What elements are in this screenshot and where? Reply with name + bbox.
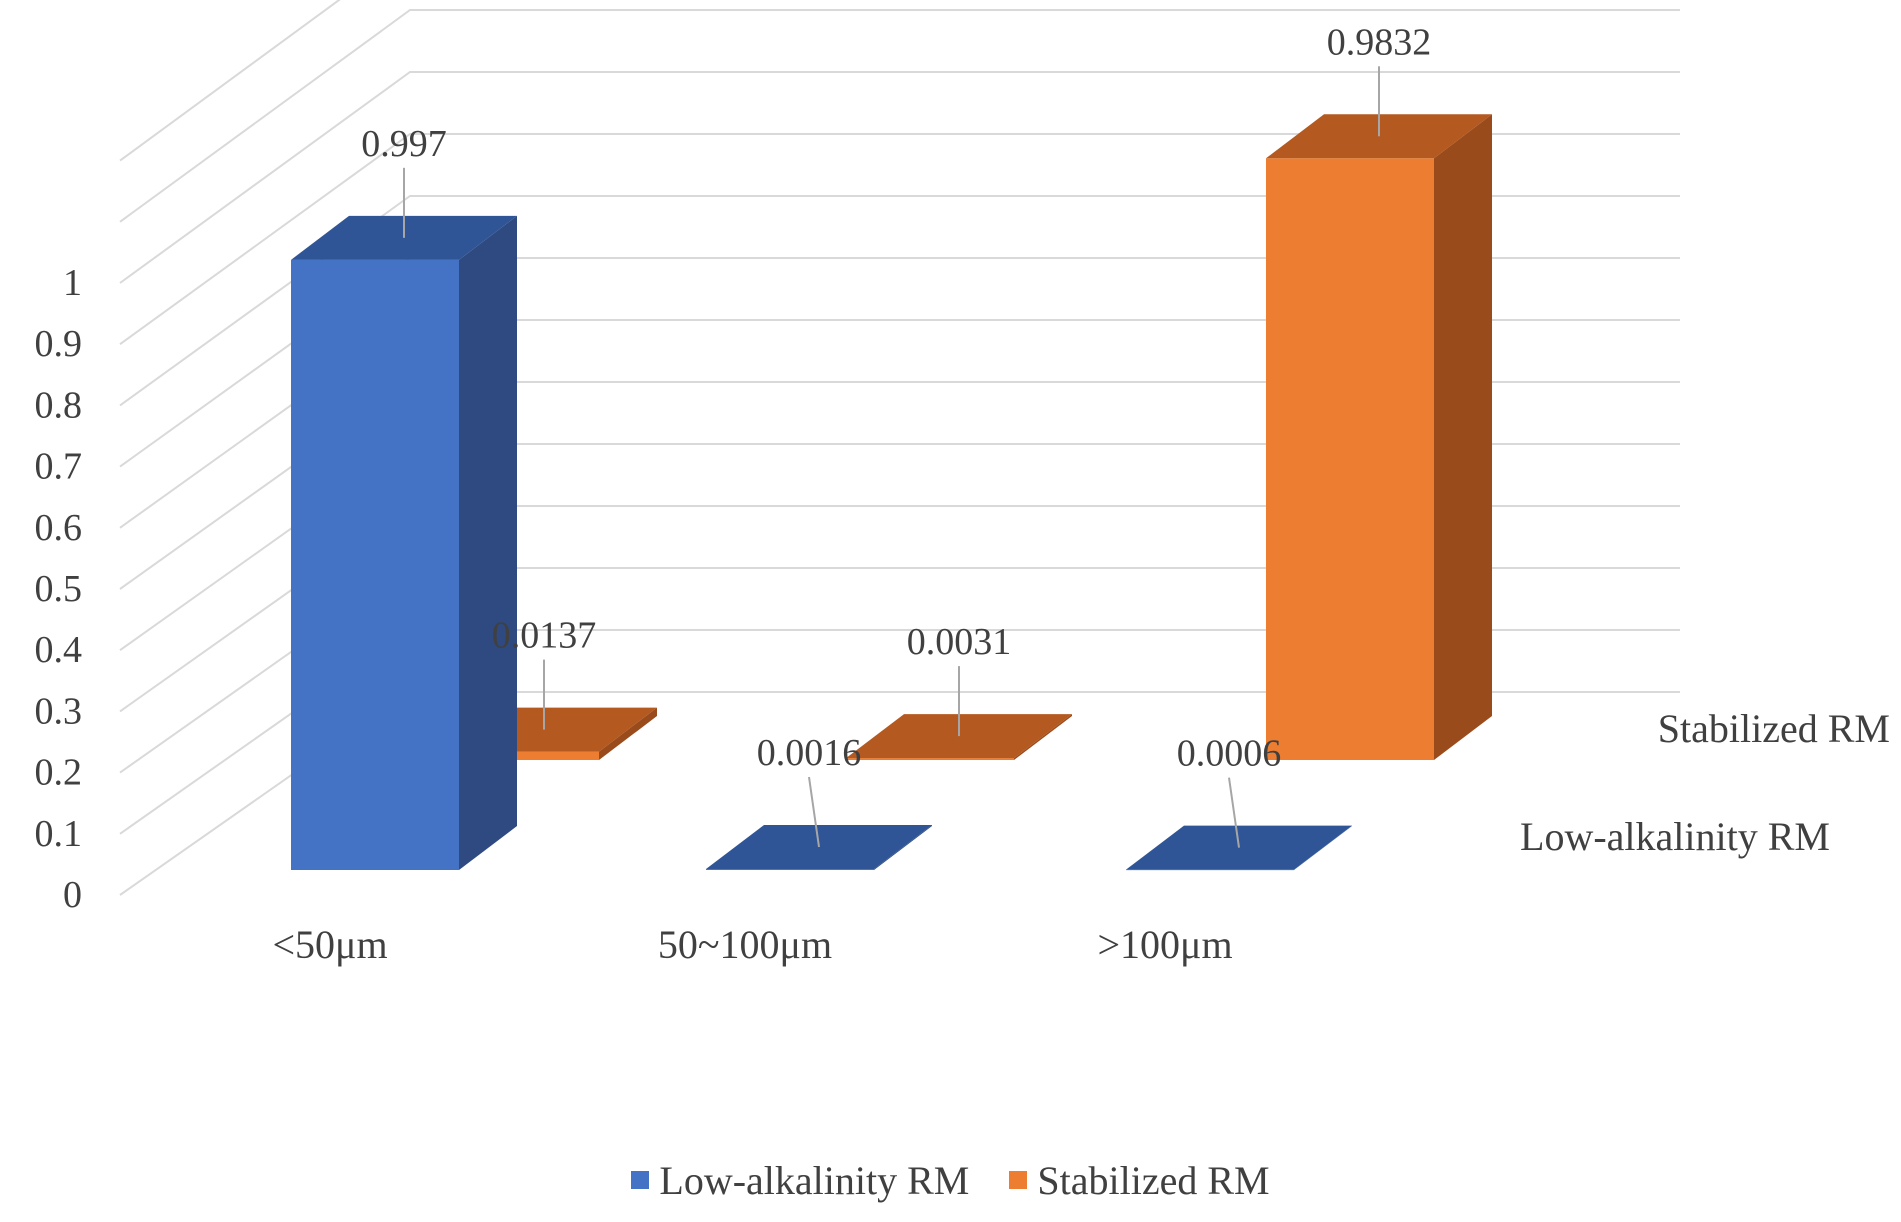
bar-side-0-0 bbox=[459, 215, 517, 870]
legend-item-stabilized: Stabilized RM bbox=[1009, 1157, 1270, 1204]
leader-line-0-1 bbox=[808, 776, 820, 848]
legend-swatch-low-alkalinity bbox=[631, 1171, 650, 1189]
data-label-1-1: 0.0031 bbox=[907, 621, 1012, 663]
y-tick-label: 0.2 bbox=[35, 752, 83, 794]
gridline bbox=[119, 9, 1680, 223]
category-label: <50μm bbox=[272, 922, 387, 967]
y-tick-label: 0.6 bbox=[35, 507, 83, 549]
data-labels: 0.0137 0.0031 0.9832 0.997 0.0016 0.0006 bbox=[361, 21, 1432, 848]
x-axis-categories: <50μm 50~100μm >100μm bbox=[272, 922, 1232, 967]
bar-front-1-2 bbox=[1266, 158, 1434, 760]
gridline bbox=[119, 0, 341, 162]
bar-side-0-2 bbox=[1294, 825, 1352, 870]
legend-swatch-stabilized bbox=[1009, 1171, 1028, 1189]
bar-side-0-1 bbox=[874, 825, 932, 870]
y-tick-label: 1 bbox=[63, 262, 82, 304]
legend-item-low-alkalinity: Low-alkalinity RM bbox=[631, 1157, 969, 1204]
bar-front-1-1 bbox=[846, 758, 1014, 760]
y-tick-label: 0.9 bbox=[35, 323, 83, 365]
gridline bbox=[119, 133, 1680, 346]
data-label-0-1: 0.0016 bbox=[757, 732, 862, 774]
bar-front-0-1 bbox=[706, 869, 874, 870]
gridline bbox=[119, 71, 1680, 284]
y-tick-label: 0.8 bbox=[35, 384, 83, 426]
y-tick-label: 0.7 bbox=[35, 446, 83, 488]
legend-label-low-alkalinity: Low-alkalinity RM bbox=[659, 1157, 970, 1203]
data-label-0-0: 0.997 bbox=[361, 123, 447, 165]
depth-axis-labels: Low-alkalinity RM Stabilized RM bbox=[1520, 706, 1890, 859]
y-tick-label: 0.3 bbox=[35, 690, 83, 732]
leader-line-0-2 bbox=[1228, 777, 1240, 848]
y-tick-label: 0.1 bbox=[35, 813, 83, 855]
data-label-0-2: 0.0006 bbox=[1177, 733, 1282, 775]
depth-axis-label: Stabilized RM bbox=[1658, 706, 1890, 751]
data-label-1-2: 0.9832 bbox=[1327, 21, 1432, 63]
bars bbox=[291, 114, 1492, 871]
gridline bbox=[119, 195, 1680, 407]
category-label: >100μm bbox=[1097, 922, 1232, 967]
depth-axis-label: Low-alkalinity RM bbox=[1520, 814, 1830, 859]
data-label-1-0: 0.0137 bbox=[492, 615, 597, 657]
y-tick-label: 0.5 bbox=[35, 568, 83, 610]
legend-label-stabilized: Stabilized RM bbox=[1037, 1157, 1270, 1203]
y-tick-label: 0.4 bbox=[35, 629, 83, 671]
legend: Low-alkalinity RM Stabilized RM bbox=[0, 1155, 1901, 1205]
bar-side-1-0 bbox=[599, 707, 657, 760]
bar-front-0-0 bbox=[291, 259, 459, 870]
bar-side-1-1 bbox=[1014, 714, 1072, 760]
category-label: 50~100μm bbox=[658, 922, 832, 967]
bar-front-0-2 bbox=[1126, 869, 1294, 871]
bar-side-1-2 bbox=[1434, 114, 1492, 760]
y-axis-ticks: 0 0.1 0.2 0.3 0.4 0.5 0.6 0.7 0.8 0.9 1 bbox=[35, 262, 83, 916]
y-tick-label: 0 bbox=[63, 874, 82, 916]
